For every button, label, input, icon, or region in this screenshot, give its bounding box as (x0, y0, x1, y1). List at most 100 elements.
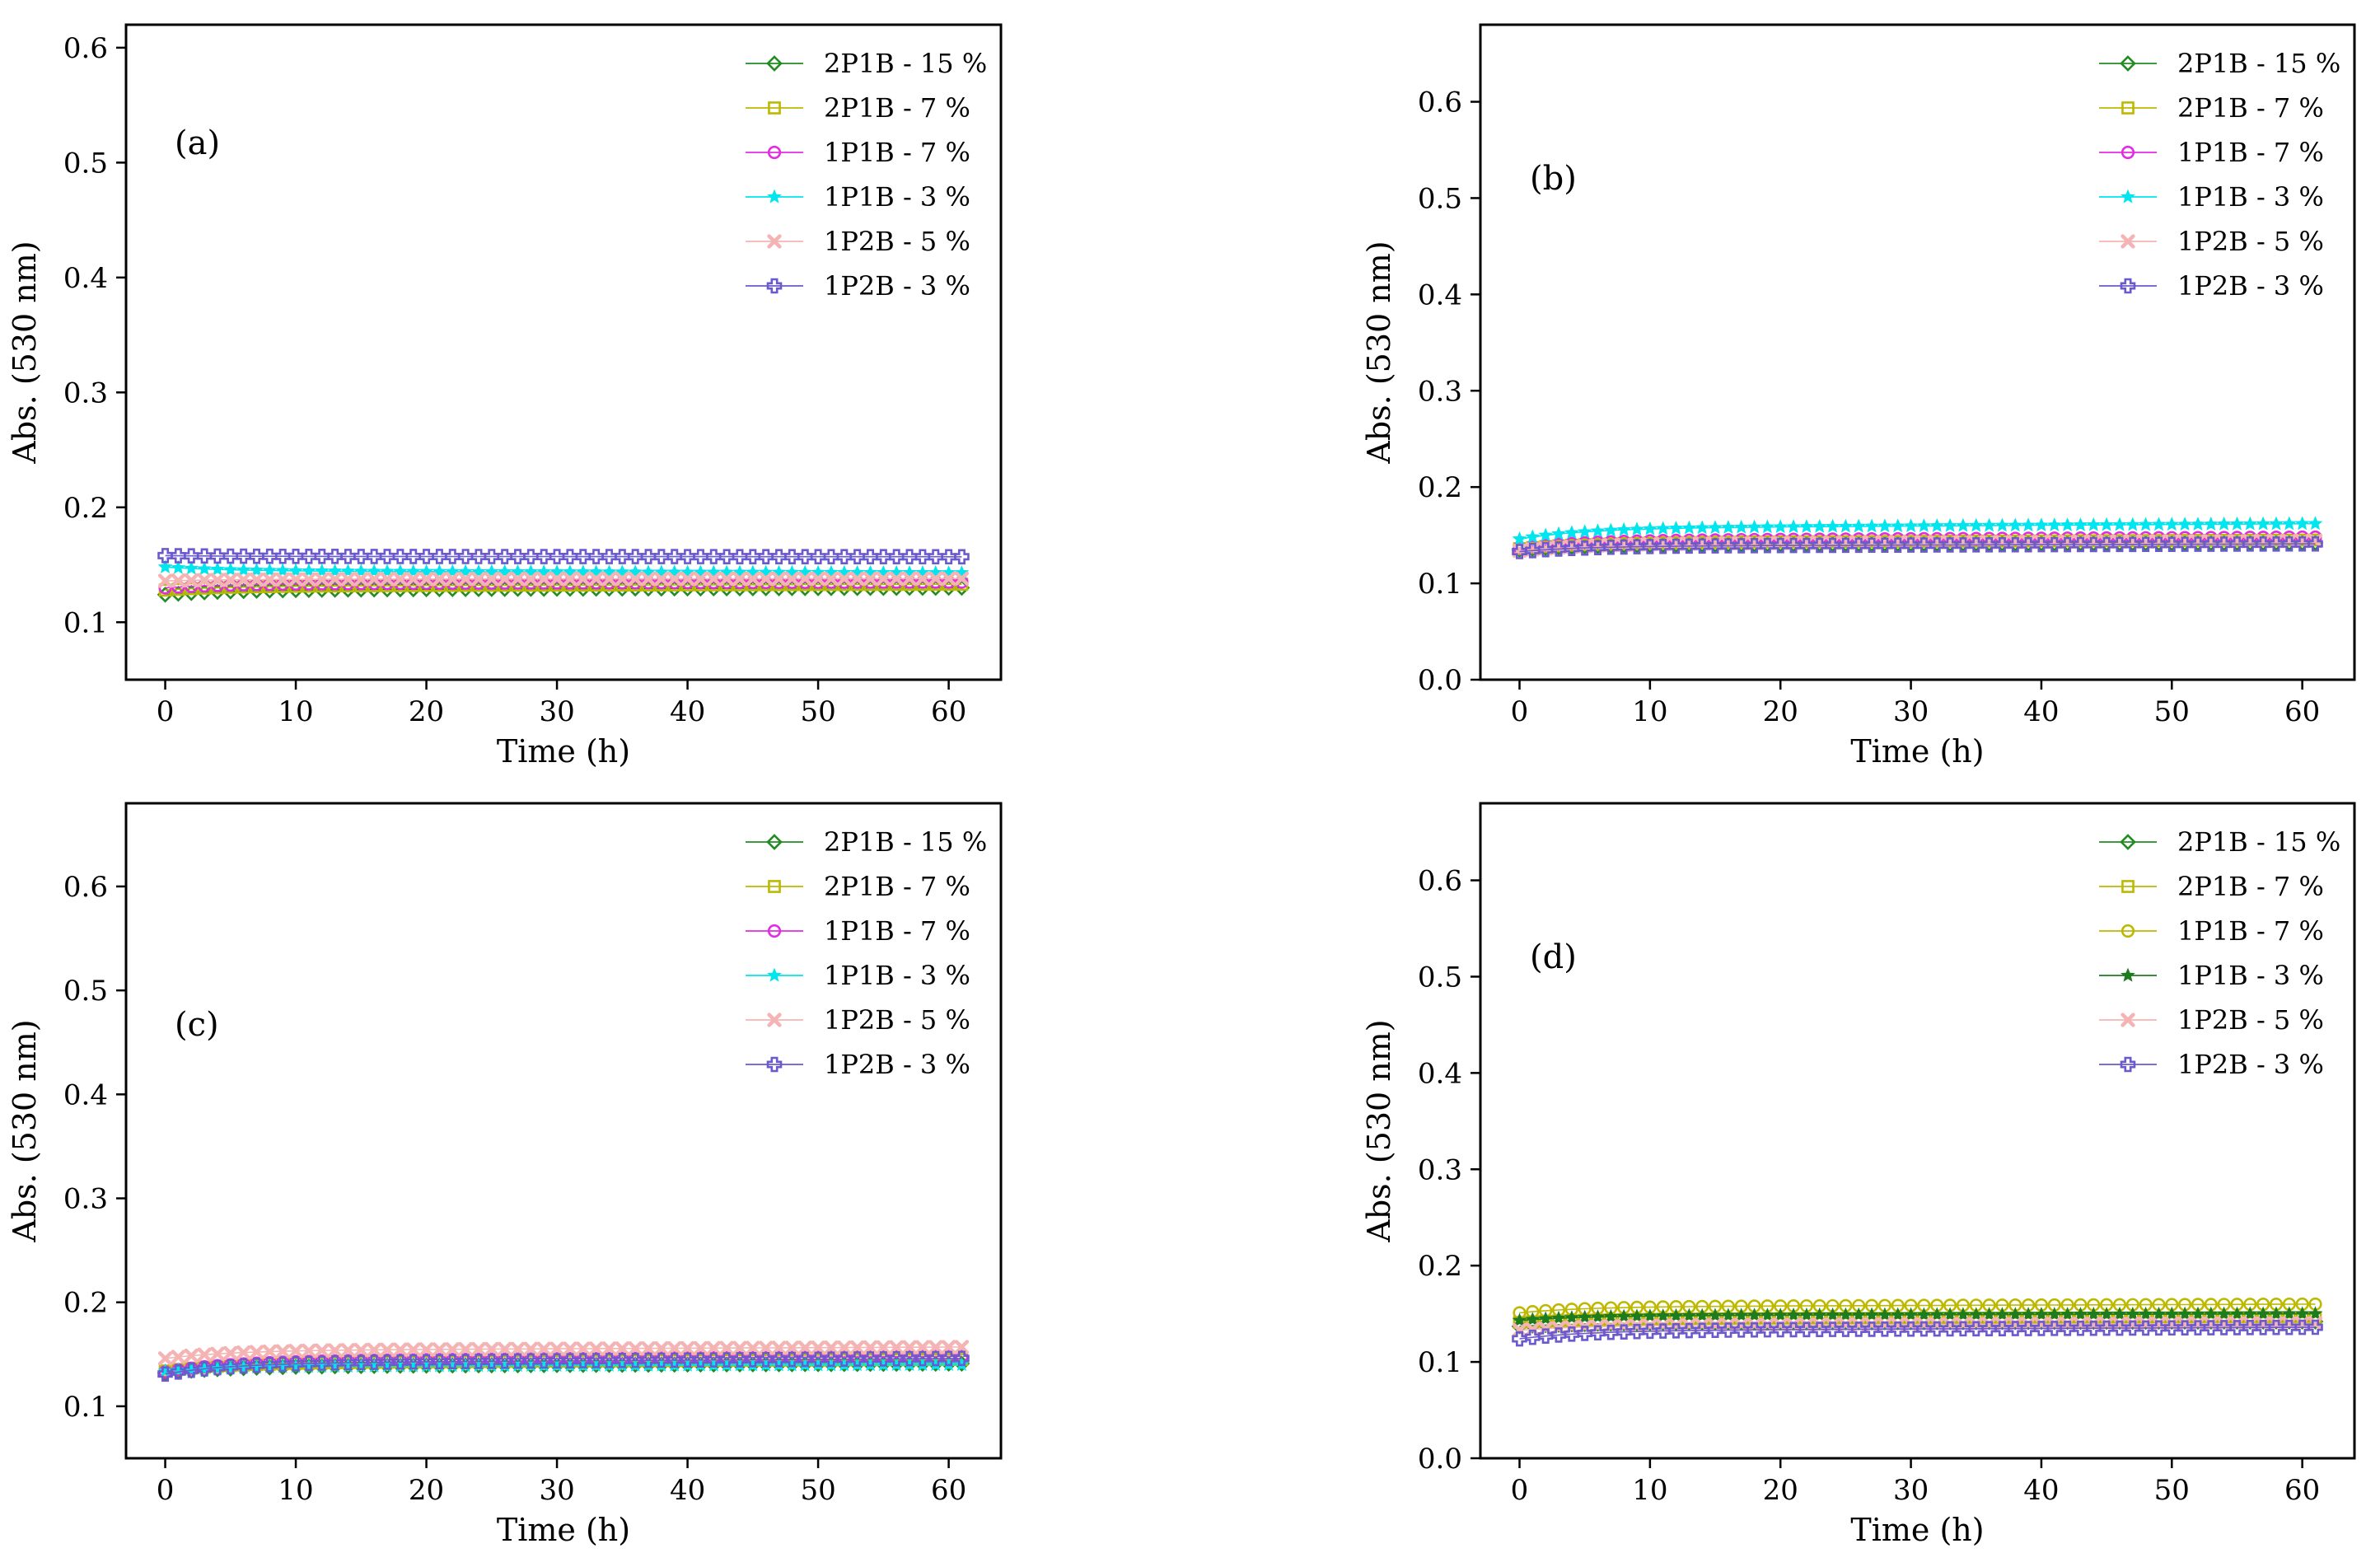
data-point (2111, 536, 2128, 553)
data-point (928, 549, 944, 565)
data-point (2255, 536, 2271, 552)
data-point (1538, 527, 1554, 542)
data-point (1746, 538, 1762, 554)
data-point (210, 561, 225, 576)
legend-marker (767, 189, 782, 203)
data-point (380, 572, 395, 587)
data-point (2060, 517, 2075, 531)
data-point (222, 562, 238, 577)
data-point (249, 572, 264, 587)
data-point (405, 1354, 422, 1370)
data-point (1956, 1317, 1971, 1332)
data-point (183, 1362, 199, 1378)
data-point (888, 549, 905, 565)
data-point (1642, 1323, 1658, 1340)
data-point (510, 1341, 526, 1356)
data-point (2151, 517, 2167, 531)
data-point (2046, 517, 2062, 531)
data-point (601, 549, 617, 564)
y-tick-label: 0.3 (63, 1183, 108, 1216)
data-point (666, 1352, 683, 1368)
data-point (1968, 517, 1984, 532)
legend-label: 1P2B - 5 % (2177, 226, 2324, 257)
legend-marker (2120, 1013, 2135, 1027)
data-point (2268, 1319, 2284, 1335)
data-point (458, 572, 473, 587)
data-point (1681, 1307, 1697, 1322)
data-point (418, 1354, 434, 1370)
x-tick-label: 50 (2154, 1474, 2190, 1507)
data-point (2191, 1306, 2205, 1321)
data-point (680, 571, 695, 587)
data-point (1629, 1323, 1645, 1340)
data-point (705, 1352, 722, 1368)
data-point (367, 1342, 381, 1358)
data-point (1681, 538, 1697, 554)
data-point (2073, 517, 2088, 531)
data-point (223, 573, 238, 587)
data-point (432, 549, 447, 564)
data-point (1694, 1322, 1710, 1339)
data-point (2255, 1319, 2271, 1335)
data-point (392, 1354, 409, 1370)
data-point (914, 549, 931, 565)
data-point (314, 563, 330, 578)
data-point (1916, 1307, 1932, 1321)
data-point (2033, 536, 2050, 553)
data-point (510, 572, 526, 587)
data-point (1630, 522, 1644, 536)
data-point (523, 549, 539, 564)
data-point (510, 1353, 526, 1369)
data-point (2021, 1317, 2036, 1331)
y-tick-label: 0.1 (1418, 1346, 1462, 1379)
data-point (1721, 519, 1736, 534)
data-point (184, 1348, 199, 1364)
data-point (2308, 536, 2323, 552)
data-point (275, 1344, 290, 1359)
legend-item: 1P2B - 5 % (746, 1004, 970, 1036)
data-point (1877, 1307, 1892, 1321)
data-point (2138, 517, 2153, 531)
legend: 2P1B - 15 % 2P1B - 7 % 1P1B - 7 % 1P1B - 3 … (2099, 48, 2340, 302)
data-point (2034, 1307, 2049, 1321)
data-point (1851, 1307, 1867, 1321)
legend-label: 2P1B - 7 % (824, 871, 970, 902)
legend-label: 2P1B - 7 % (2177, 871, 2324, 902)
data-point (693, 1352, 708, 1368)
data-point (2281, 1306, 2297, 1321)
data-point (1955, 537, 1971, 553)
data-point (2125, 517, 2140, 531)
data-point (797, 571, 812, 587)
panel-b: 0 10 20 30 40 50 60 0.0 0.1 0.2 0.3 0.4 0.5 0.6 Time (… (1361, 23, 2356, 769)
legend-item: 1P1B - 3 % (2099, 181, 2324, 213)
data-point (1707, 1322, 1723, 1338)
data-point (1668, 538, 1684, 554)
data-point (601, 1353, 617, 1368)
data-point (1864, 518, 1879, 533)
data-point (876, 1340, 891, 1355)
data-point (784, 1351, 800, 1368)
legend-item: 1P2B - 5 % (2099, 1004, 2324, 1036)
data-point (876, 549, 891, 565)
data-point (693, 1340, 708, 1355)
data-point (693, 571, 708, 587)
data-point (863, 549, 878, 565)
data-point (249, 1357, 264, 1373)
data-point (249, 562, 264, 577)
legend-label: 2P1B - 15 % (824, 48, 987, 79)
data-point (889, 1357, 905, 1372)
data-point (876, 1351, 891, 1367)
data-point (353, 1342, 368, 1358)
legend-item: 1P2B - 3 % (746, 1049, 970, 1080)
data-point (498, 1341, 512, 1357)
data-point (627, 549, 643, 564)
data-point (262, 563, 278, 578)
data-point (1942, 1321, 1958, 1337)
data-point (1564, 1326, 1580, 1342)
data-point (1903, 1307, 1919, 1321)
data-point (288, 572, 303, 587)
data-point (810, 549, 826, 564)
y-tick-label: 0.4 (63, 262, 108, 295)
data-point (2203, 1306, 2219, 1321)
